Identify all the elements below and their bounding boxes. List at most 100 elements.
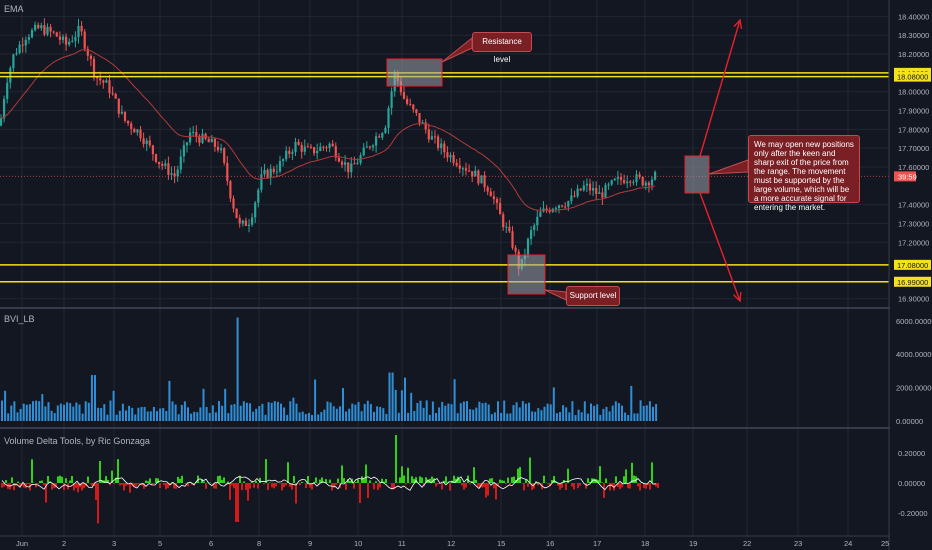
candle-body [176,169,179,177]
price-tick-label: 17.40000 [898,201,929,210]
delta-bar [59,475,61,483]
volume-bar [7,413,10,421]
delta-bar [135,483,137,487]
candle-body [142,138,145,145]
candle-body [21,44,24,46]
delta-bar [427,479,429,483]
volume-bar [593,405,596,421]
candle-body [331,143,334,147]
volume-bar [66,402,69,421]
candle-body [127,120,130,124]
time-tick-label: 9 [308,539,312,548]
delta-bar [147,481,149,483]
volume-bar [407,412,410,421]
resistance-callout[interactable]: Resistance level [472,32,532,64]
candle-body [65,36,68,45]
candle-body [554,208,557,210]
candle-body [486,187,489,192]
delta-bar [399,477,401,483]
volume-bar [416,402,419,421]
note-callout[interactable]: We may open new positions only after the… [748,135,860,212]
candle-body [409,103,412,105]
candle-body [644,182,647,186]
delta-bar [599,466,601,483]
delta-bar [301,481,303,483]
price-tick-label: 18.20000 [898,50,929,59]
volume-bar [10,405,13,421]
volume-bar [224,388,227,421]
delta-bar [513,476,515,483]
volume-bar [94,375,96,421]
delta-bar [145,480,147,483]
volume-bar [47,402,50,421]
ema-line [0,49,656,211]
volume-bar [549,404,552,421]
candle-body [220,148,223,151]
delta-bar [57,476,59,483]
volume-bar [137,407,140,421]
level-price-badge [894,71,931,82]
delta-bar [125,483,127,486]
delta-bar [507,477,509,483]
delta-bar [213,483,215,489]
candle-body [198,136,201,143]
delta-bar [43,483,45,486]
delta-bar [353,483,355,489]
volume-bar [388,372,391,421]
main-indicator-label[interactable]: EMA [4,4,24,14]
volume-bar [645,405,648,421]
delta-bar [489,478,491,483]
volume-bar [286,414,289,421]
delta-bar [233,483,235,489]
time-tick-label: 10 [354,539,362,548]
volume-bar [171,401,174,421]
volume-bar [230,404,233,421]
candle-body [235,208,238,218]
candle-body [6,82,9,99]
candle-body [390,91,393,109]
delta-bar [373,483,375,490]
volume-bar [478,401,481,421]
volume-bar [627,414,630,421]
volume-bar [614,401,617,421]
delta-bar [151,483,153,486]
volume-bar [317,414,320,421]
candle-body [616,177,619,179]
volume-bar [152,406,155,421]
delta-bar [51,483,53,490]
delta-bar [143,483,145,489]
delta-bar [629,483,631,489]
delta-bar [283,483,285,488]
volume-bar [19,408,22,421]
candle-body [526,238,530,256]
volume-bar [345,411,348,421]
volume-bar [292,397,295,421]
volume-bar [447,403,450,421]
candle-body [362,147,365,156]
candle-body [582,185,585,191]
volume-bar [202,388,205,421]
delta-bar [585,483,587,489]
candle-body [412,104,415,110]
candle-body [111,93,114,95]
candle-body [282,159,285,162]
support-callout[interactable]: Support level [566,286,620,306]
volume-bar [360,411,363,421]
delta-bar [31,459,33,483]
volume-bar [621,405,623,421]
candle-body [455,163,458,166]
volume-bar [428,414,431,421]
delta-bar [157,478,159,483]
candle-body [182,145,185,157]
delta-bar [325,479,327,483]
delta-bar [285,483,287,486]
volume-indicator-label[interactable]: BVI_LB [4,314,35,324]
delta-indicator-label[interactable]: Volume Delta Tools, by Ric Gonzaga [4,436,150,446]
delta-bar [461,483,463,486]
candle-body [433,136,437,138]
volume-tick-label: 2000.00000 [896,384,932,393]
candle-body [164,163,167,166]
delta-bar [533,483,535,489]
candle-body [536,216,539,226]
